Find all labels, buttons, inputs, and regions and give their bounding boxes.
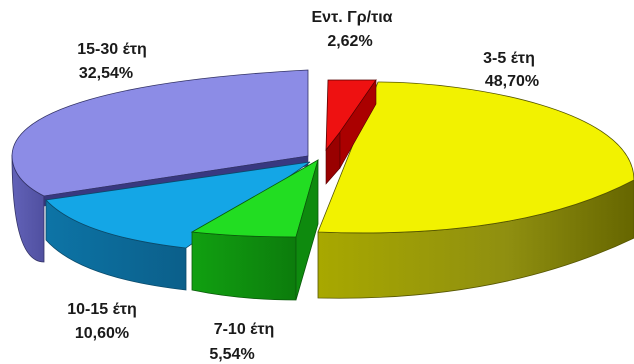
label-7-10-value: 5,54% — [209, 346, 254, 363]
label-10-15-value: 10,60% — [75, 325, 129, 342]
label-10-15-name: 10-15 έτη — [67, 301, 137, 318]
pie-slice-7-10 — [190, 159, 319, 301]
pie-slice-10-15 — [45, 161, 311, 291]
label-7-10-name: 7-10 έτη — [214, 321, 275, 338]
label-ent-gr-value: 2,62% — [327, 33, 372, 50]
label-15-30-name: 15-30 έτη — [77, 41, 147, 58]
label-3-5-name: 3-5 έτη — [483, 50, 535, 67]
pie-slice-ent-gr — [325, 79, 377, 185]
label-ent-gr-name: Εντ. Γρ/τια — [312, 9, 393, 26]
label-3-5-value: 48,70% — [485, 73, 539, 90]
label-15-30-value: 32,54% — [79, 65, 133, 82]
